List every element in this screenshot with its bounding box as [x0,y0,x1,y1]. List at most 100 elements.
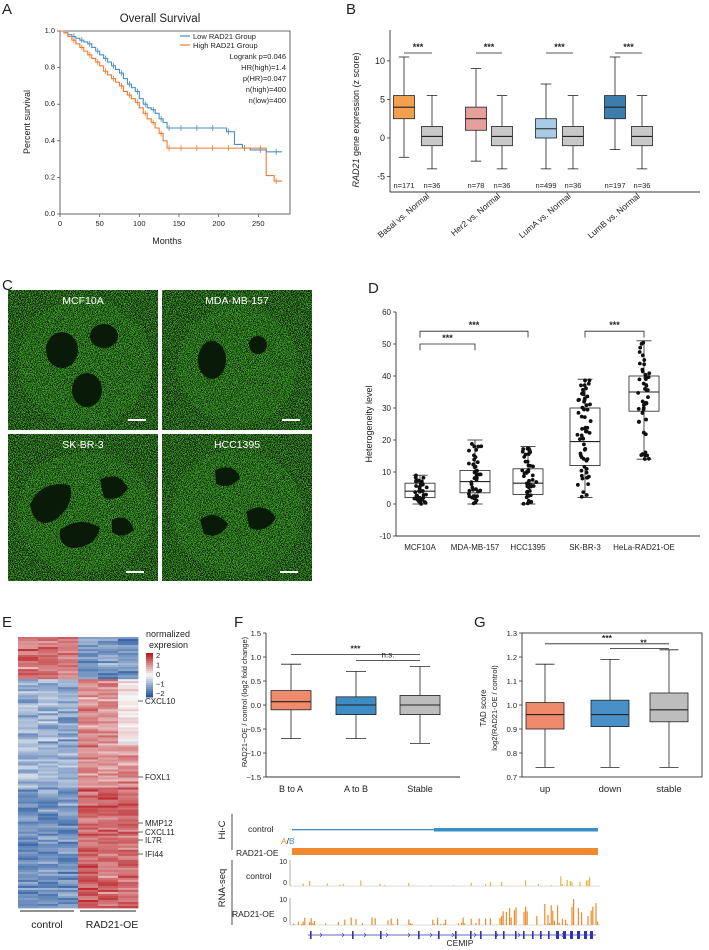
heatmap-cell [18,849,39,853]
ytick-label: 0 [380,133,385,143]
d-point [641,340,646,345]
ytick-label: 0.8 [507,749,517,758]
heatmap-cell [58,715,79,718]
heatmap-cell [18,685,39,688]
rna-ctrl-bar [360,880,362,886]
heatmap-cell [118,761,139,764]
heatmap-cell [78,837,99,841]
heatmap-cell [118,859,139,863]
heatmap-cell [58,893,79,897]
survival-xticks: 0 50 100 150 200 250 [58,214,265,228]
d-point [525,481,530,486]
rna-ctrl-bar [489,881,491,886]
rna-rad-bar [573,899,575,925]
d-point [584,458,589,463]
heatmap-cell [18,901,39,905]
heatmap-cell [118,717,139,720]
heatmap-cell [58,843,79,847]
panel-letter-e: E [2,614,12,631]
heatmap-cell [58,679,79,682]
d-point [576,410,581,415]
d-point [527,489,532,493]
d-point [638,345,643,350]
heatmap-cell [118,887,139,891]
heatmap-cell [38,809,59,813]
heatmap-cell [98,725,119,728]
heatmap-cell [78,811,99,815]
d-point [646,375,651,379]
gene-exon [503,931,505,939]
heatmap-cell [98,799,119,803]
d-point [414,493,419,498]
heatmap-cell [118,853,139,857]
heatmap-cell [118,715,139,718]
heatmap-cell [98,803,119,807]
heatmap-cell [98,731,119,734]
cell-label-4: HCC1395 [214,439,260,451]
d-point [415,497,420,502]
ytick-label: 1.0 [251,653,261,662]
d-point [645,388,650,392]
panel-letter-b: B [346,1,356,18]
heatmap-legend-title-1: normalized [146,629,190,639]
heatmap-cell [78,655,99,658]
nucleolus-3a [30,484,71,523]
heatmap-cell [78,721,99,724]
heatmap-cell [98,805,119,809]
heatmap-cell [58,701,79,704]
heatmap-cell [78,685,99,688]
heatmap-cell [18,813,39,817]
d-point [586,482,591,487]
d-point [524,470,529,475]
heatmap-cell [78,711,99,714]
heatmap-cell [18,663,39,666]
heatmap-cell [98,787,119,790]
d-point [523,459,528,464]
heatmap-cell [98,699,119,702]
heatmap-cell [38,681,59,684]
heatmap-cell [38,689,59,692]
d-point [586,381,591,386]
rna-ctrl-bar [384,885,386,886]
gene-exon [556,931,559,939]
rna-rad-bar [523,911,525,925]
heatmap-cell [58,863,79,867]
heatmap-cell [18,809,39,813]
heatmap-cell [58,865,79,869]
heatmap-cell [118,857,139,861]
heatmap-cell [78,669,99,672]
heatmap-cell [18,779,39,782]
heatmap-cell [118,795,139,798]
rna-rad-bar [304,917,306,925]
heatmap-cell [78,889,99,893]
heatmap-cell [18,693,39,696]
heatmap-cell [118,731,139,734]
d-point [641,407,646,412]
heatmap-cell [18,787,39,790]
heatmap-cell [18,653,39,656]
b-yticks: -5 0 5 10 [375,56,390,182]
heatmap-cell [78,751,99,754]
heatmap-cell [38,765,59,768]
rna-ctrl-bar [302,883,304,886]
colorbar-segment [146,695,153,698]
heatmap-cell [78,729,99,732]
heatmap-cell [118,649,139,652]
ytick-label: 1.5 [251,629,261,638]
heatmap-cell [98,687,119,690]
heatmap-cell [118,863,139,867]
heatmap-cell [18,769,39,772]
heatmap-cell [78,761,99,764]
heatmap-cell [38,901,59,905]
heatmap-cell [98,685,119,688]
heatmap-cell [118,657,139,660]
heatmap-cell [58,669,79,672]
colorbar-tick: −1 [156,680,165,689]
heatmap-cell [38,721,59,724]
gene-exon [480,931,482,939]
heatmap-cell [98,903,119,907]
b-n-label: n=78 [468,181,485,190]
d-point [521,474,526,479]
d-point [588,402,592,407]
heatmap-cell [98,797,119,800]
